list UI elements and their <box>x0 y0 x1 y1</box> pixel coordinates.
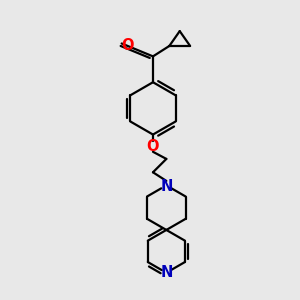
Text: O: O <box>122 38 134 53</box>
Text: N: N <box>160 179 172 194</box>
Text: N: N <box>160 265 172 280</box>
Text: O: O <box>147 139 159 154</box>
